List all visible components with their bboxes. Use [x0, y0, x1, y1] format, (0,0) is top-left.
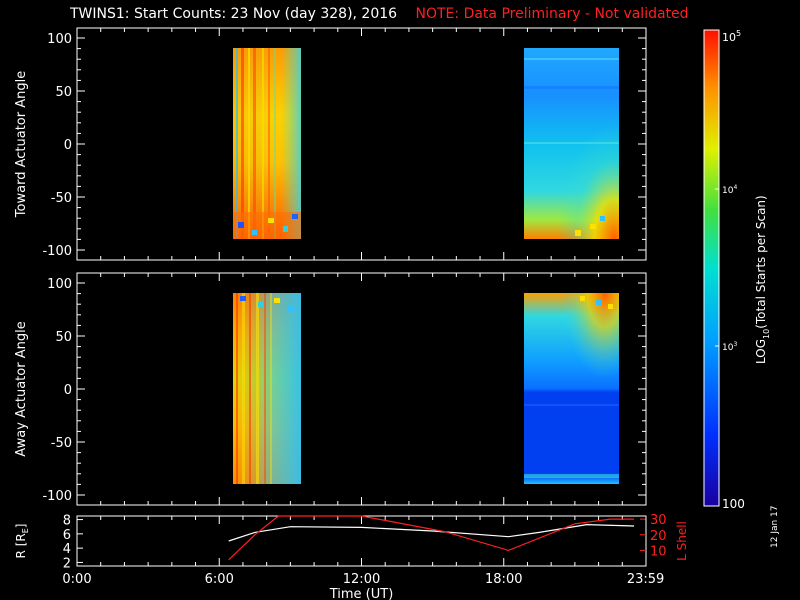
r-ylabel: R [RE] [14, 524, 30, 559]
toward-ytick-label: -100 [42, 244, 72, 259]
away-ytick-label: -100 [42, 489, 72, 504]
lshell-ytick-label: 20 [650, 529, 667, 544]
toward-block-left-overlay [233, 48, 301, 239]
lshell-series-line [228, 515, 635, 561]
toward-ytick-label: 100 [47, 32, 72, 47]
toward-right-texture [524, 58, 619, 236]
toward-ytick-label: 50 [55, 85, 72, 100]
lshell-ylabel: L Shell [675, 521, 689, 561]
away-ytick-label: 100 [47, 277, 72, 292]
colorbar-fill [703, 29, 720, 507]
r-series-line [228, 523, 635, 542]
title-main: TWINS1: Start Counts: 23 Nov (day 328), … [70, 6, 398, 22]
figure-title: TWINS1: Start Counts: 23 Nov (day 328), … [70, 6, 689, 22]
lshell-ytick-label: 30 [650, 513, 667, 528]
r-ytick-label: 8 [63, 514, 71, 529]
r-ytick-label: 4 [63, 542, 71, 557]
xtick-label: 18:00 [485, 572, 522, 587]
toward-left-streaks [233, 48, 301, 239]
heatmap-away [233, 293, 619, 484]
xtick-label: 0:00 [62, 572, 91, 587]
r-ytick-label: 6 [63, 528, 71, 543]
ephemeris-lines [228, 515, 635, 561]
away-left-streaks [236, 293, 293, 484]
away-right-texture [524, 296, 619, 478]
colorbar: 105 104 103 100 LOG10(Total Starts per S… [703, 29, 771, 511]
colorbar-tick-top: 105 [722, 29, 741, 44]
away-block-right-hot [524, 293, 619, 484]
away-ytick-label: 50 [55, 330, 72, 345]
xtick-label: 23:59 [627, 572, 664, 587]
title-note: NOTE: Data Preliminary - Not validated [415, 6, 689, 22]
colorbar-tick-bottom: 100 [722, 497, 745, 511]
xtick-label: 6:00 [205, 572, 234, 587]
away-ylabel: Away Actuator Angle [14, 321, 29, 456]
toward-ytick-label: -50 [51, 191, 72, 206]
xtick-label: 12:00 [343, 572, 380, 587]
heatmap-toward [233, 48, 619, 239]
colorbar-tick-low: 103 [722, 341, 737, 353]
xaxis-label: Time (UT) [329, 587, 394, 600]
r-ytick-label: 2 [63, 556, 71, 571]
lshell-ytick-label: 10 [650, 544, 667, 559]
toward-ytick-label: 0 [64, 138, 72, 153]
away-ytick-label: 0 [64, 383, 72, 398]
away-ytick-label: -50 [51, 436, 72, 451]
colorbar-tick-mid: 104 [722, 184, 737, 196]
colorbar-label: LOG10(Total Starts per Scan) [754, 195, 771, 364]
toward-ylabel: Toward Actuator Angle [14, 71, 29, 218]
toward-block-right-hot [524, 48, 619, 239]
side-date: 12 Jan 17 [770, 505, 780, 549]
